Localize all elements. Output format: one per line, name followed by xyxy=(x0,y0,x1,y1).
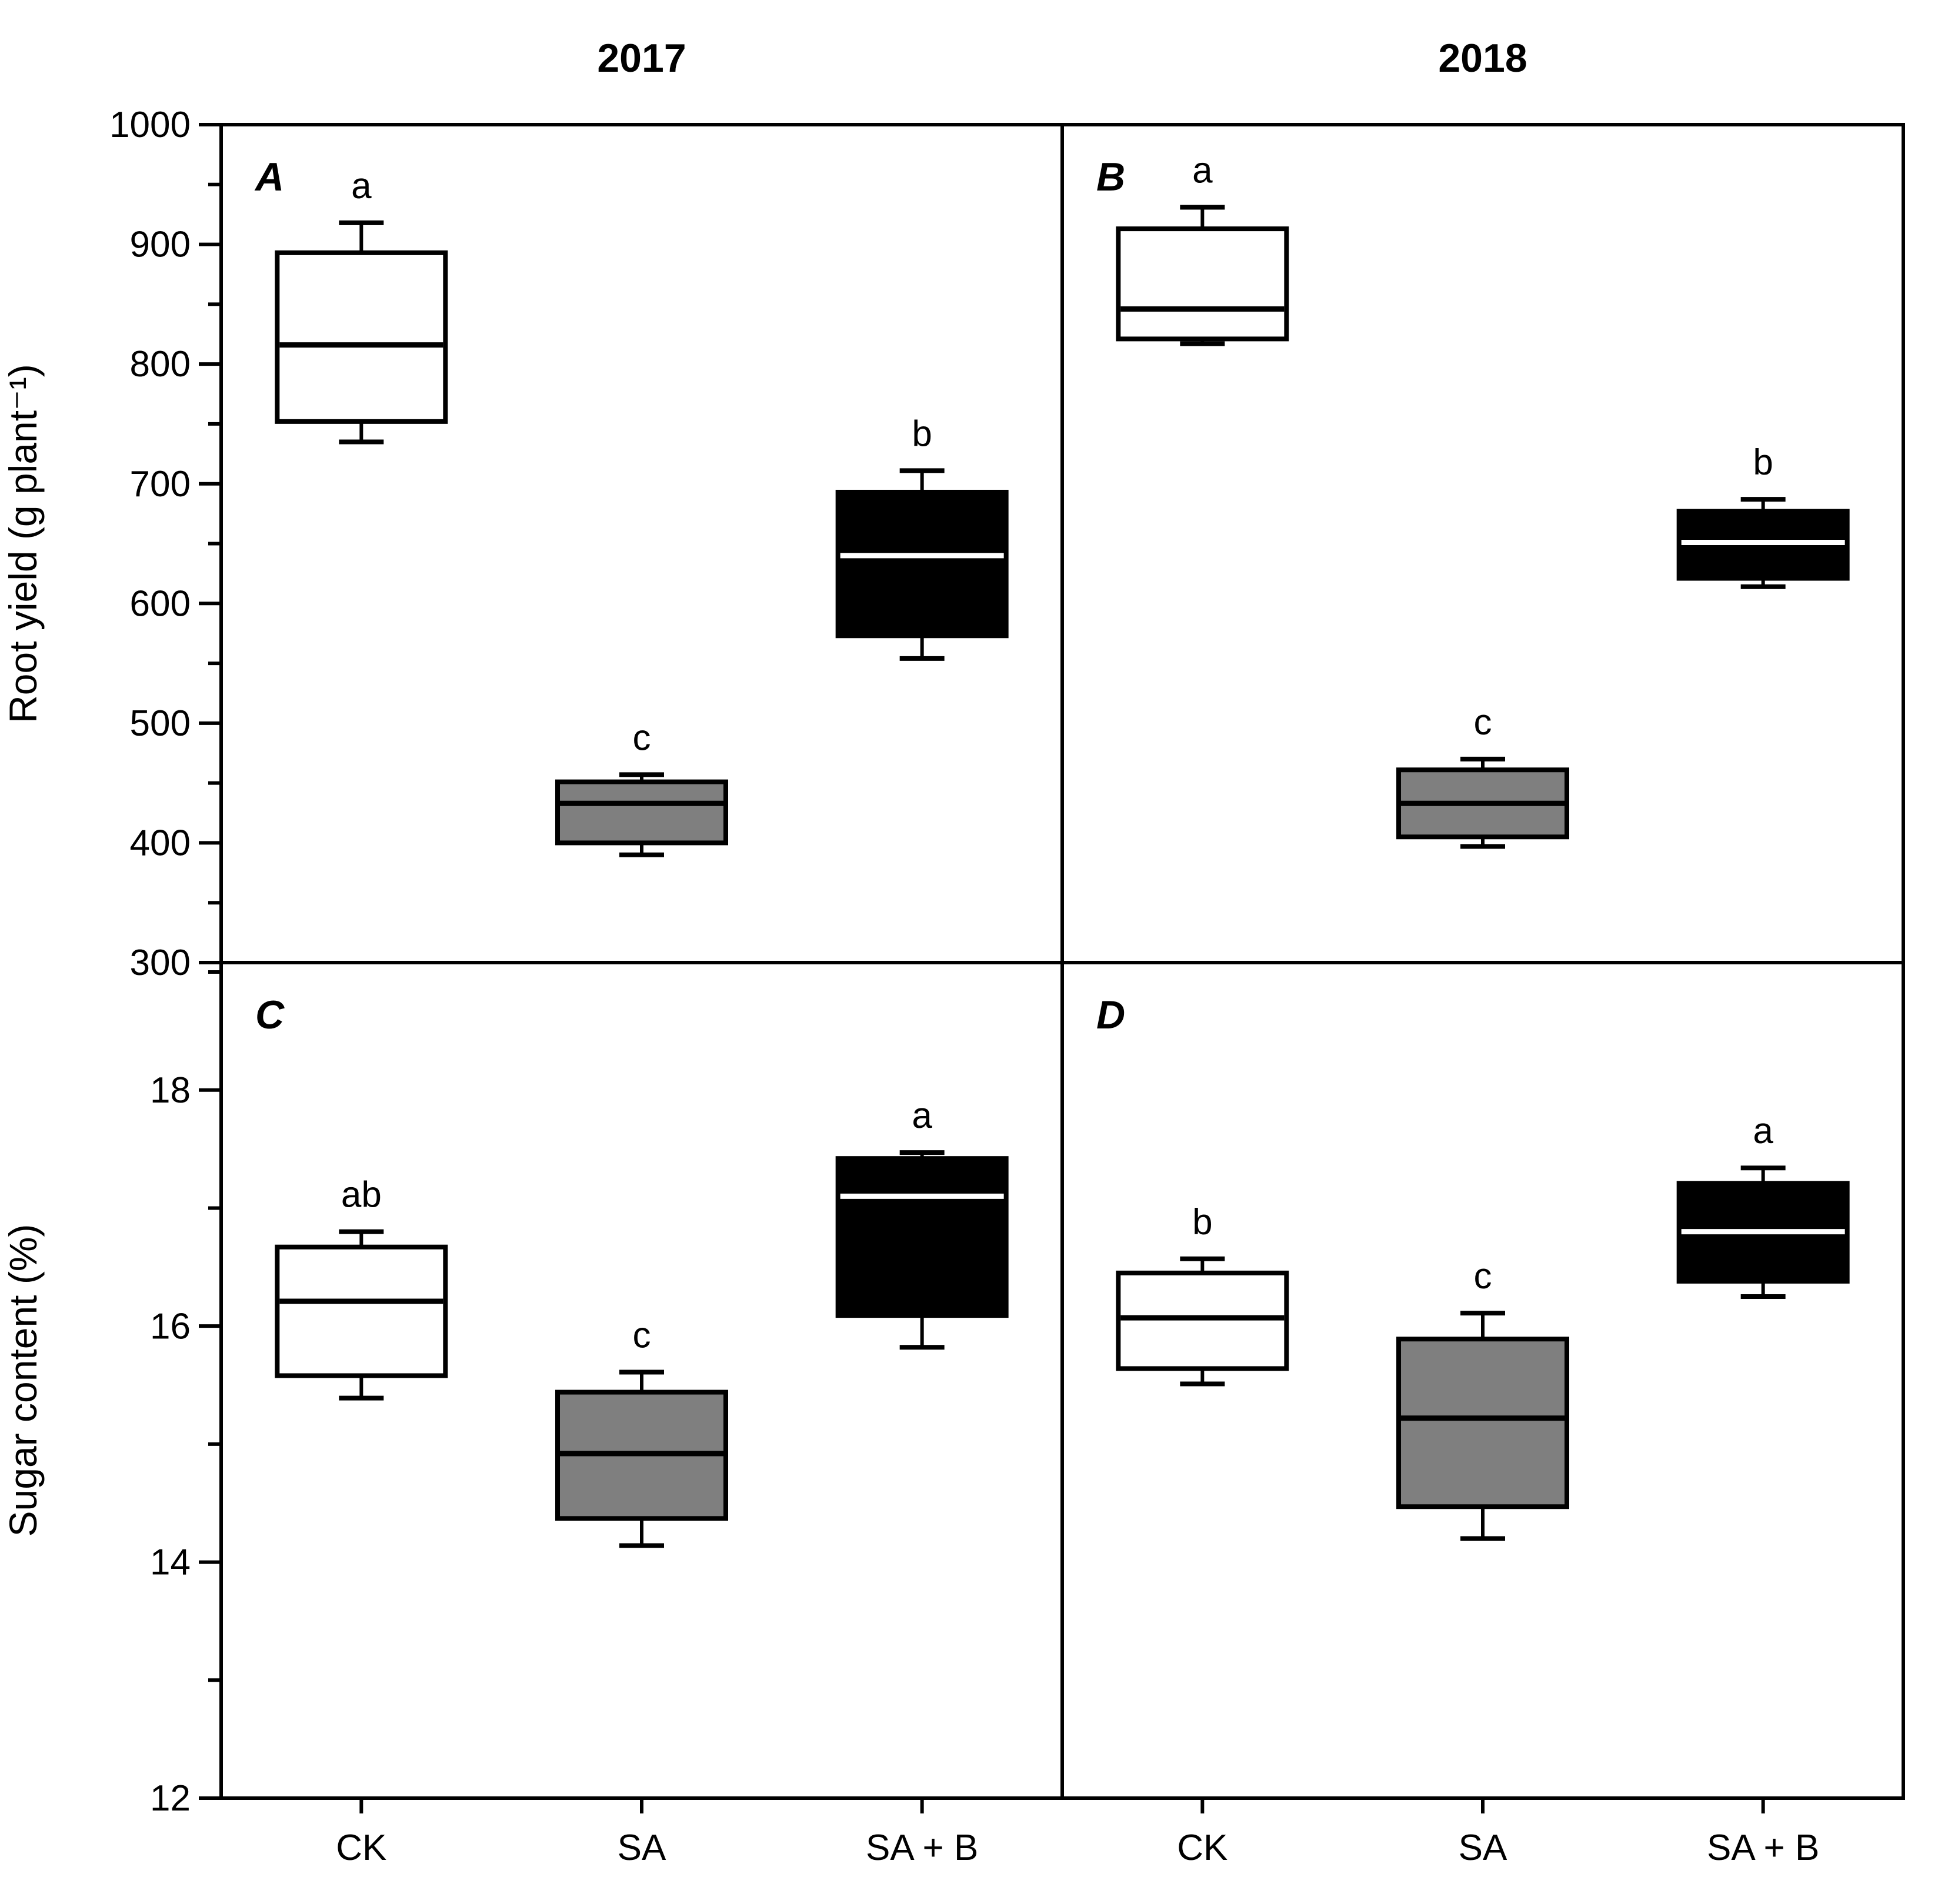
y-tick-label-16: 16 xyxy=(150,1306,191,1347)
x-tick-label-SA + B: SA + B xyxy=(1707,1828,1819,1868)
y-tick-label-900: 900 xyxy=(130,225,191,265)
panel-label-B: B xyxy=(1096,155,1125,199)
y-axis-title-row0: Root yield (g plant⁻¹) xyxy=(1,364,45,723)
box-D-SA xyxy=(1396,1337,1569,1509)
y-tick-label-14: 14 xyxy=(150,1542,191,1583)
y-tick-label-300: 300 xyxy=(130,943,191,983)
box-C-CK xyxy=(275,1244,448,1378)
sig-letter-B-SA + B: b xyxy=(1753,442,1773,483)
y-tick-label-700: 700 xyxy=(130,464,191,505)
x-tick-label-CK: CK xyxy=(336,1828,386,1868)
box-A-CK xyxy=(275,250,448,424)
y-tick-label-12: 12 xyxy=(150,1778,191,1819)
box-A-SA + B xyxy=(835,489,1009,639)
sig-letter-C-CK: ab xyxy=(341,1175,382,1215)
panel-label-A: A xyxy=(254,155,284,199)
sig-letter-D-SA: c xyxy=(1474,1256,1492,1297)
box-D-CK xyxy=(1116,1270,1289,1371)
x-tick-label-CK: CK xyxy=(1177,1828,1227,1868)
panel-label-C: C xyxy=(255,993,285,1037)
y-tick-label-1000: 1000 xyxy=(109,105,191,145)
sig-letter-A-SA: c xyxy=(633,717,651,758)
sig-letter-B-CK: a xyxy=(1192,150,1213,191)
x-tick-label-SA: SA xyxy=(1459,1828,1507,1868)
box-B-CK xyxy=(1116,226,1289,342)
sig-letter-A-SA + B: b xyxy=(912,413,932,454)
box-A-SA xyxy=(555,779,728,846)
sig-letter-C-SA + B: a xyxy=(912,1095,932,1136)
sig-letter-A-CK: a xyxy=(351,166,372,206)
y-tick-label-600: 600 xyxy=(130,583,191,624)
sig-letter-C-SA: c xyxy=(633,1315,651,1355)
column-title-2017: 2017 xyxy=(597,36,686,81)
sig-letter-B-SA: c xyxy=(1474,702,1492,743)
panel-label-D: D xyxy=(1096,993,1125,1037)
sig-letter-D-CK: b xyxy=(1192,1202,1212,1242)
x-tick-label-SA: SA xyxy=(618,1828,666,1868)
y-tick-label-400: 400 xyxy=(130,823,191,864)
y-tick-label-18: 18 xyxy=(150,1070,191,1111)
box-C-SA + B xyxy=(835,1156,1009,1318)
sig-letter-D-SA + B: a xyxy=(1753,1111,1773,1151)
x-tick-label-SA + B: SA + B xyxy=(866,1828,978,1868)
y-tick-label-500: 500 xyxy=(130,703,191,744)
y-axis-title-row1: Sugar content (%) xyxy=(1,1224,45,1537)
y-tick-label-800: 800 xyxy=(130,344,191,385)
column-title-2018: 2018 xyxy=(1438,36,1527,81)
